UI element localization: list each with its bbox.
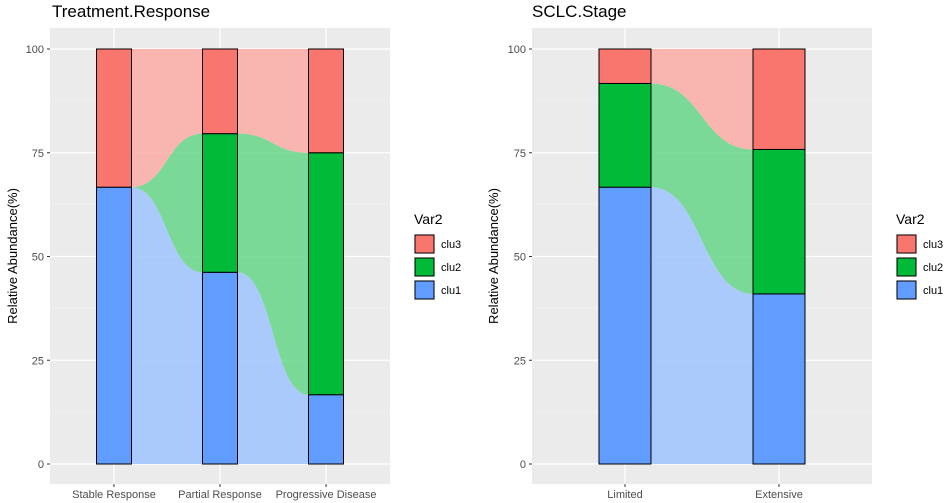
panel-2-title: SCLC.Stage: [532, 2, 627, 21]
panel-1-bar-clu1: [202, 271, 238, 465]
panel-1-legend-label-clu1: clu1: [441, 285, 461, 297]
panel-1-legend-key-clu3: [414, 234, 435, 254]
panel-1-ytick-label: 50: [32, 252, 44, 264]
panel-1-bar-clu1: [96, 186, 132, 465]
panel-2-xtick-label: Limited: [607, 489, 642, 501]
panel-1-ytick-label: 100: [26, 44, 44, 56]
panel-1-flow-clu3: [131, 49, 203, 188]
panel-2-flow-clu1: [651, 187, 753, 464]
panel-2-ylabel: Relative Abundance(%): [486, 188, 501, 324]
panel-2-bar-clu2: [752, 148, 806, 295]
panel-2-legend-key-clu2: [896, 257, 917, 277]
panel-2-legend-key-clu3: [896, 234, 917, 254]
panel-2-xtick-label: Extensive: [755, 489, 803, 501]
panel-1-xtick-label: Stable Response: [72, 489, 156, 501]
panel-1-legend-label-clu3: clu3: [441, 239, 461, 251]
panel-1-flow-clu2: [131, 133, 203, 273]
panel-1-ytick-label: 25: [32, 355, 44, 367]
panel-2-bar-clu3: [598, 48, 652, 84]
panel-2-ytick-label: 0: [520, 459, 526, 471]
panel-2-ytick-label: 25: [514, 355, 526, 367]
panel-1-ytick-label: 0: [38, 459, 44, 471]
panel-1-bar-clu3: [202, 48, 238, 135]
panel-1-flow-clu3: [237, 49, 309, 153]
panel-2-flow-clu3: [651, 49, 753, 150]
panel-2-ytick-label: 75: [514, 148, 526, 160]
panel-1-legend-title: Var2: [414, 211, 443, 227]
panel-1-legend-key-clu1: [414, 280, 435, 300]
panel-2-bar-clu1: [752, 293, 806, 465]
panel-1-bar-clu3: [308, 48, 344, 154]
panel-1-bar-clu3: [96, 48, 132, 188]
panel-2-legend-label-clu1: clu1: [923, 285, 943, 297]
panel-1: 0 25 50 75 100 Stable Response Partial Respons…: [5, 2, 461, 501]
panel-1-legend-label-clu2: clu2: [441, 262, 461, 274]
panel-2-legend-label-clu2: clu2: [923, 262, 943, 274]
panel-2-legend-title: Var2: [896, 211, 925, 227]
panel-1-flow-clu1: [237, 272, 309, 464]
panel-1-flow-clu2: [237, 133, 309, 395]
panel-1-bar-clu2: [308, 152, 344, 396]
panel-1-title: Treatment.Response: [52, 2, 210, 21]
panel-2-legend-label-clu3: clu3: [923, 239, 943, 251]
panel-2-bar-clu2: [598, 82, 652, 188]
panel-2-legend: Var2 clu3 clu2 clu1: [896, 211, 943, 300]
panel-1-xtick-label: Partial Response: [178, 489, 262, 501]
panel-2-bar-clu3: [752, 48, 806, 150]
panel-1-legend: Var2 clu3 clu2 clu1: [414, 211, 461, 300]
panel-1-xtick-label: Progressive Disease: [276, 489, 377, 501]
panel-2: 0 25 50 75 100 Limited Extensive SCLC.Stage Rela…: [486, 2, 943, 501]
panel-2-ytick-label: 50: [514, 252, 526, 264]
panel-1-bar-clu2: [202, 133, 238, 273]
panel-1-flow-clu1: [131, 187, 203, 464]
panel-1-bar-clu1: [308, 394, 344, 465]
panel-1-ytick-label: 75: [32, 148, 44, 160]
panel-1-ylabel: Relative Abundance(%): [5, 188, 20, 324]
panel-2-flow-clu2: [651, 83, 753, 294]
panel-2-bar-clu1: [598, 186, 652, 465]
panel-1-legend-key-clu2: [414, 257, 435, 277]
panel-2-legend-key-clu1: [896, 280, 917, 300]
panel-2-ytick-label: 100: [508, 44, 526, 56]
